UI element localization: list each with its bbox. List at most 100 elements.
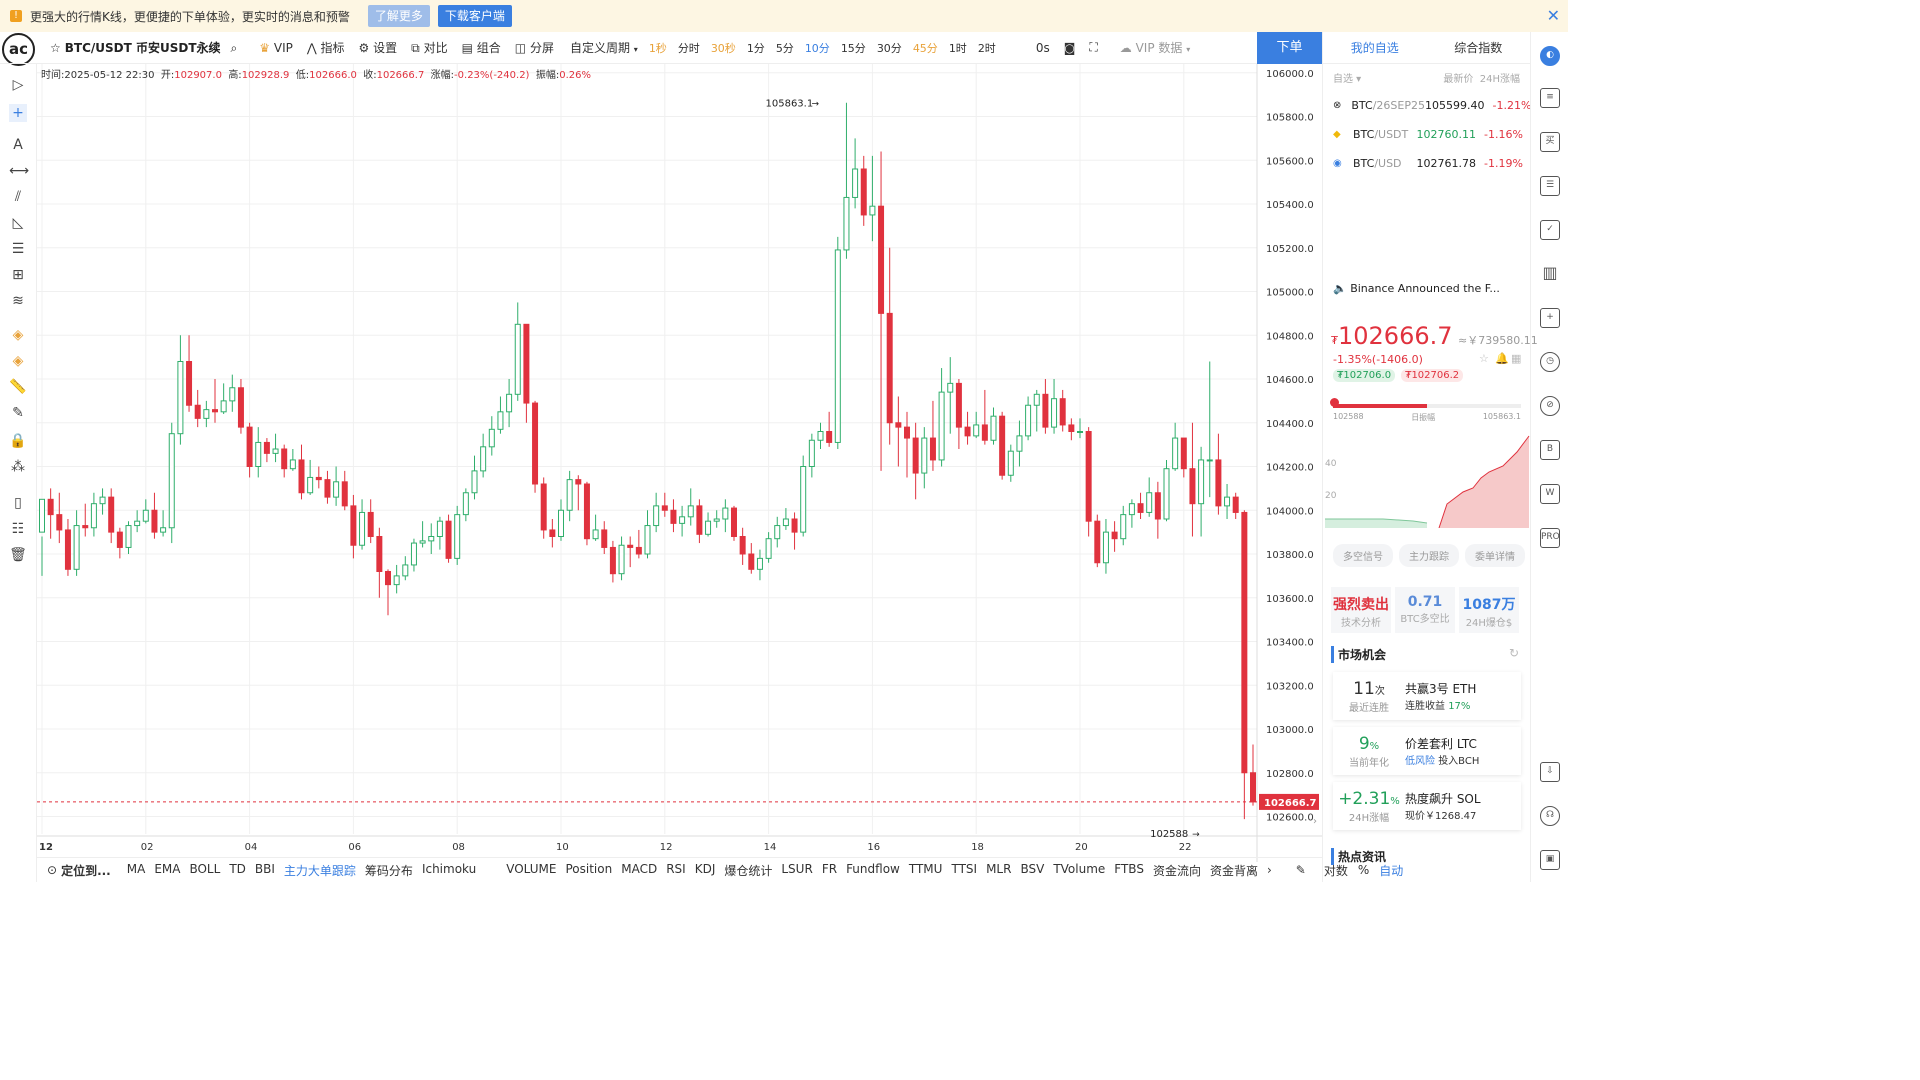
indicator-item[interactable]: 筹码分布 bbox=[364, 863, 413, 878]
period-45m[interactable]: 45分 bbox=[912, 41, 938, 55]
watchlist-row[interactable]: ⊗ BTC/26SEP25 105599.40 -1.21% bbox=[1323, 91, 1531, 120]
buy-icon[interactable]: 买 bbox=[1540, 132, 1560, 152]
compare-button[interactable]: ⧉ 对比 bbox=[411, 39, 447, 56]
alarm-clock-icon[interactable]: ◷ bbox=[1540, 352, 1560, 372]
indicator-item[interactable]: RSI bbox=[666, 861, 686, 876]
hide-drawings-icon[interactable]: ⁂ bbox=[11, 459, 25, 475]
tab-composite-index[interactable]: 综合指数 bbox=[1454, 41, 1503, 55]
indicator-item[interactable]: Ichimoku bbox=[421, 861, 477, 876]
settings-button[interactable]: ⚙ 设置 bbox=[359, 39, 398, 56]
opportunity-card[interactable]: +2.31% 24H涨幅 热度飙升 SOL 现价￥1268.47 bbox=[1333, 782, 1521, 830]
period-10m[interactable]: 10分 bbox=[804, 41, 830, 55]
location-icon[interactable]: ⊙ bbox=[47, 863, 58, 877]
opportunity-card[interactable]: 11次 最近连胜 共赢3号 ETH 连胜收益 17% bbox=[1333, 672, 1521, 720]
watchlist-row[interactable]: ◆ BTC/USDT 102760.11 -1.16% bbox=[1323, 120, 1530, 149]
indicator-item[interactable]: FR bbox=[821, 861, 838, 876]
search-icon[interactable]: ⌕ bbox=[230, 41, 238, 55]
refresh-icon[interactable]: ↻ bbox=[1509, 646, 1520, 660]
pattern-tool-icon[interactable]: ◈ bbox=[12, 327, 24, 343]
period-timeline[interactable]: 分时 bbox=[677, 41, 700, 55]
indicator-item[interactable]: LSUR bbox=[781, 861, 813, 876]
log-scale-toggle[interactable]: 对数 bbox=[1323, 863, 1348, 878]
camera-icon[interactable]: ◙ bbox=[1063, 40, 1076, 55]
indicator-item[interactable]: TTSI bbox=[951, 861, 978, 876]
symbol-selector[interactable]: ☆ BTC/USDT 币安USDT永续 ⌕ bbox=[50, 39, 237, 56]
add-window-icon[interactable]: + bbox=[1540, 308, 1560, 328]
indicator-item[interactable]: EMA bbox=[154, 861, 181, 876]
vip-data-dropdown[interactable]: ☁ VIP 数据 ▾ bbox=[1120, 39, 1190, 56]
template-icon[interactable]: ▯ bbox=[14, 495, 22, 511]
edit-icon[interactable]: ✎ bbox=[1295, 863, 1306, 877]
period-1m[interactable]: 1分 bbox=[746, 41, 765, 55]
indicator-item[interactable]: Fundflow bbox=[846, 861, 900, 876]
indicator-item[interactable]: Position bbox=[565, 861, 613, 876]
indicator-item[interactable]: BSV bbox=[1020, 861, 1045, 876]
lock-icon[interactable]: 🔒 bbox=[9, 433, 27, 449]
opportunity-card[interactable]: 9% 当前年化 价差套利 LTC 低风险 投入BCH bbox=[1333, 727, 1521, 775]
percent-scale-toggle[interactable]: % bbox=[1357, 863, 1370, 877]
wallet-icon[interactable]: W bbox=[1540, 484, 1560, 504]
indicator-item[interactable]: FTBS bbox=[1114, 861, 1144, 876]
order-detail-button[interactable]: 委单详情 bbox=[1465, 544, 1525, 567]
line-tool-icon[interactable]: ⟷ bbox=[9, 163, 30, 179]
book-icon[interactable]: B bbox=[1540, 440, 1560, 460]
wave-tool-icon[interactable]: ≋ bbox=[12, 293, 24, 309]
tab-my-watchlist[interactable]: 我的自选 bbox=[1350, 41, 1399, 55]
qr-code-icon[interactable]: ▣ bbox=[1540, 850, 1560, 870]
indicator-item[interactable]: 资金流向 bbox=[1152, 863, 1201, 878]
headset-icon[interactable]: ☊ bbox=[1540, 806, 1560, 826]
long-short-signal-button[interactable]: 多空信号 bbox=[1333, 544, 1393, 567]
stat-card[interactable]: 1087万 24H爆仓$ bbox=[1459, 587, 1519, 633]
candlestick-chart[interactable]: 106000.0 105800.0 105600.0 105400.0 105200.0… bbox=[37, 64, 1322, 862]
period-2h[interactable]: 2时 bbox=[977, 41, 996, 55]
indicator-item[interactable]: MA bbox=[126, 861, 146, 876]
learn-more-button[interactable]: 了解更多 bbox=[367, 5, 430, 27]
pattern-tool-2-icon[interactable]: ◈ bbox=[12, 353, 24, 369]
trash-icon[interactable]: 🗑 bbox=[9, 547, 27, 563]
brush-icon[interactable]: ✎ bbox=[12, 405, 24, 421]
star-icon[interactable]: ☆ bbox=[50, 41, 61, 55]
text-tool-icon[interactable]: A bbox=[13, 137, 23, 153]
pro-icon[interactable]: PRO bbox=[1540, 528, 1560, 548]
news-icon[interactable]: ≡ bbox=[1540, 88, 1560, 108]
auto-scale-toggle[interactable]: 自动 bbox=[1379, 863, 1404, 878]
fullscreen-icon[interactable]: ⛶ bbox=[1089, 40, 1098, 54]
main-force-tracking-button[interactable]: 主力跟踪 bbox=[1399, 544, 1459, 567]
indicator-item[interactable]: TVolume bbox=[1053, 861, 1106, 876]
chevron-right-icon[interactable]: › bbox=[1266, 863, 1272, 877]
stat-card[interactable]: 0.71 BTC多空比 bbox=[1395, 587, 1455, 633]
fibonacci-icon[interactable]: ☰ bbox=[11, 241, 25, 257]
watchlist-filter[interactable]: 自选 ▾ bbox=[1333, 74, 1362, 85]
custom-period-dropdown[interactable]: 自定义周期 ▾ bbox=[570, 39, 638, 56]
indicator-item[interactable]: BOLL bbox=[189, 861, 221, 876]
object-tree-icon[interactable]: ☷ bbox=[11, 521, 25, 537]
cursor-icon[interactable]: ▷ bbox=[12, 77, 24, 93]
indicator-item[interactable]: MACD bbox=[621, 861, 658, 876]
indicator-item[interactable]: TTMU bbox=[908, 861, 943, 876]
indicator-item[interactable]: KDJ bbox=[694, 861, 716, 876]
compass-icon[interactable]: ⊘ bbox=[1540, 396, 1560, 416]
download-icon[interactable]: ⇩ bbox=[1540, 762, 1560, 782]
period-30m[interactable]: 30分 bbox=[876, 41, 902, 55]
indicator-item[interactable]: TD bbox=[229, 861, 246, 876]
period-15m[interactable]: 15分 bbox=[840, 41, 866, 55]
stat-card[interactable]: 强烈卖出 技术分析 bbox=[1331, 587, 1391, 633]
calculator-icon[interactable]: ▦ bbox=[1511, 352, 1522, 365]
period-30s[interactable]: 30秒 bbox=[710, 41, 736, 55]
report-icon[interactable]: ☰ bbox=[1540, 176, 1560, 196]
watchlist-row[interactable]: ◉ BTC/USD 102761.78 -1.19% bbox=[1323, 149, 1530, 178]
crosshair-icon[interactable]: + bbox=[9, 104, 27, 122]
bell-icon[interactable]: 🔔 bbox=[1495, 352, 1509, 365]
goto-button[interactable]: 定位到... bbox=[61, 863, 111, 878]
indicator-item[interactable]: 爆仓统计 bbox=[724, 863, 773, 878]
indicator-item[interactable]: 资金背离 bbox=[1209, 863, 1258, 878]
brand-icon[interactable]: ◐ bbox=[1540, 46, 1560, 66]
combo-button[interactable]: ▤ 组合 bbox=[462, 39, 501, 56]
grid-tool-icon[interactable]: ⊞ bbox=[12, 267, 24, 283]
split-button[interactable]: ◫ 分屏 bbox=[515, 39, 554, 56]
indicator-item[interactable]: 主力大单跟踪 bbox=[283, 863, 356, 878]
news-ticker[interactable]: 🔈 Binance Announced the F... bbox=[1333, 282, 1500, 295]
indicator-item[interactable]: BBI bbox=[254, 861, 275, 876]
period-5m[interactable]: 5分 bbox=[775, 41, 794, 55]
ruler-icon[interactable]: 📏 bbox=[9, 379, 27, 395]
